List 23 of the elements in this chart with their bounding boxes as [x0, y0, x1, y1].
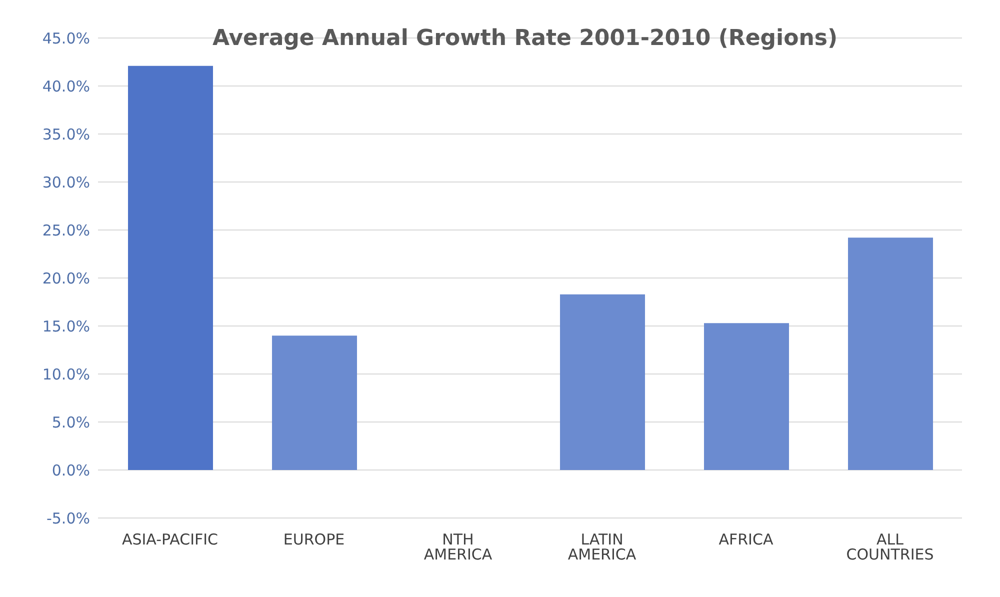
- y-tick-label: 5.0%: [52, 413, 90, 432]
- y-tick-label: 25.0%: [42, 221, 90, 240]
- chart-title: Average Annual Growth Rate 2001-2010 (Regions): [212, 26, 838, 51]
- y-tick-label: 15.0%: [42, 317, 90, 336]
- bar: [848, 238, 933, 470]
- y-tick-label: 45.0%: [42, 29, 90, 48]
- y-tick-label: 30.0%: [42, 173, 90, 192]
- y-tick-label: -5.0%: [46, 509, 90, 528]
- bar: [272, 336, 357, 470]
- bar: [560, 294, 645, 470]
- x-tick-label: ASIA-PACIFIC: [122, 530, 218, 549]
- y-tick-label: 40.0%: [42, 77, 90, 96]
- y-tick-label: 0.0%: [52, 461, 90, 480]
- bar: [128, 66, 213, 470]
- x-tick-label: NTH AMERICA: [424, 530, 493, 564]
- bar: [704, 323, 789, 470]
- y-tick-label: 35.0%: [42, 125, 90, 144]
- y-tick-label: 10.0%: [42, 365, 90, 384]
- x-tick-label: EUROPE: [283, 530, 345, 549]
- x-tick-label: AFRICA: [718, 530, 774, 549]
- x-tick-label: ALL COUNTRIES: [846, 530, 934, 564]
- x-tick-label: LATIN AMERICA: [568, 530, 637, 564]
- y-tick-label: 20.0%: [42, 269, 90, 288]
